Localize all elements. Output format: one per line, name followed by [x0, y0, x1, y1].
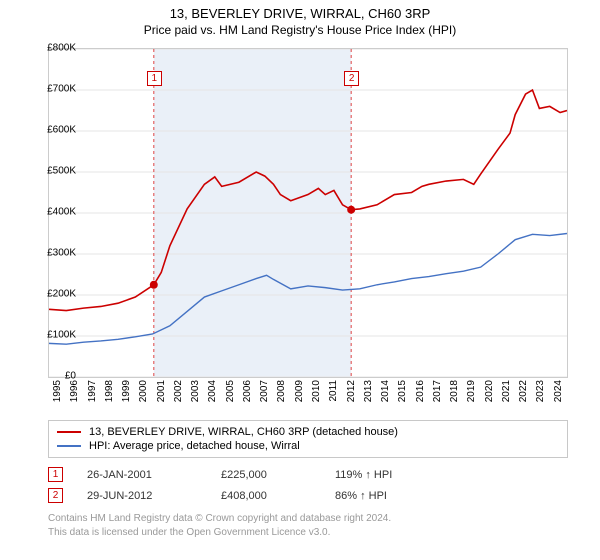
sale-marker-box: 2	[344, 71, 359, 86]
plot-area: 12	[48, 48, 568, 378]
transaction-row: 1 26-JAN-2001 £225,000 119% ↑ HPI	[48, 464, 568, 485]
x-tick-label: 2021	[501, 380, 512, 402]
transaction-date: 29-JUN-2012	[87, 490, 197, 502]
x-tick-label: 2012	[346, 380, 357, 402]
y-tick-label: £600K	[32, 125, 76, 136]
legend-swatch	[57, 431, 81, 433]
x-tick-label: 1996	[69, 380, 80, 402]
x-tick-label: 2008	[276, 380, 287, 402]
chart-title-sub: Price paid vs. HM Land Registry's House …	[0, 21, 600, 37]
legend: 13, BEVERLEY DRIVE, WIRRAL, CH60 3RP (de…	[48, 420, 568, 458]
x-tick-label: 2006	[242, 380, 253, 402]
x-tick-label: 2019	[466, 380, 477, 402]
x-tick-label: 1995	[52, 380, 63, 402]
legend-label: 13, BEVERLEY DRIVE, WIRRAL, CH60 3RP (de…	[89, 426, 398, 438]
x-tick-label: 2014	[380, 380, 391, 402]
transaction-row: 2 29-JUN-2012 £408,000 86% ↑ HPI	[48, 485, 568, 506]
legend-label: HPI: Average price, detached house, Wirr…	[89, 440, 300, 452]
chart-container: 13, BEVERLEY DRIVE, WIRRAL, CH60 3RP Pri…	[0, 0, 600, 560]
y-tick-label: £200K	[32, 289, 76, 300]
x-tick-label: 2022	[518, 380, 529, 402]
y-tick-label: £800K	[32, 43, 76, 54]
x-tick-label: 2000	[138, 380, 149, 402]
x-tick-label: 2024	[553, 380, 564, 402]
x-tick-label: 2018	[449, 380, 460, 402]
x-tick-label: 2017	[432, 380, 443, 402]
footer-attribution: Contains HM Land Registry data © Crown c…	[48, 512, 568, 539]
x-tick-label: 2009	[294, 380, 305, 402]
x-tick-label: 2023	[535, 380, 546, 402]
x-tick-label: 2010	[311, 380, 322, 402]
legend-item: HPI: Average price, detached house, Wirr…	[57, 439, 559, 453]
y-tick-label: £500K	[32, 166, 76, 177]
legend-swatch	[57, 445, 81, 447]
y-tick-label: £700K	[32, 84, 76, 95]
x-tick-label: 2013	[363, 380, 374, 402]
x-tick-label: 1999	[121, 380, 132, 402]
x-tick-label: 2020	[484, 380, 495, 402]
transaction-marker: 1	[48, 467, 63, 482]
x-tick-label: 2003	[190, 380, 201, 402]
transaction-pct: 86% ↑ HPI	[335, 490, 425, 502]
legend-item: 13, BEVERLEY DRIVE, WIRRAL, CH60 3RP (de…	[57, 425, 559, 439]
y-tick-label: £400K	[32, 207, 76, 218]
x-tick-label: 2004	[207, 380, 218, 402]
y-tick-label: £300K	[32, 248, 76, 259]
x-tick-label: 1998	[104, 380, 115, 402]
transaction-date: 26-JAN-2001	[87, 469, 197, 481]
chart-svg	[49, 49, 567, 377]
transaction-price: £408,000	[221, 490, 311, 502]
transaction-price: £225,000	[221, 469, 311, 481]
x-tick-label: 2011	[328, 380, 339, 402]
x-tick-label: 2015	[397, 380, 408, 402]
footer-line: This data is licensed under the Open Gov…	[48, 526, 568, 540]
x-tick-label: 2007	[259, 380, 270, 402]
x-tick-label: 2005	[225, 380, 236, 402]
footer-line: Contains HM Land Registry data © Crown c…	[48, 512, 568, 526]
x-tick-label: 2016	[415, 380, 426, 402]
transaction-pct: 119% ↑ HPI	[335, 469, 425, 481]
y-tick-label: £100K	[32, 330, 76, 341]
x-tick-label: 1997	[87, 380, 98, 402]
x-tick-label: 2001	[156, 380, 167, 402]
x-tick-label: 2002	[173, 380, 184, 402]
transactions-table: 1 26-JAN-2001 £225,000 119% ↑ HPI 2 29-J…	[48, 464, 568, 506]
transaction-marker: 2	[48, 488, 63, 503]
chart-title-address: 13, BEVERLEY DRIVE, WIRRAL, CH60 3RP	[0, 0, 600, 21]
sale-marker-box: 1	[147, 71, 162, 86]
